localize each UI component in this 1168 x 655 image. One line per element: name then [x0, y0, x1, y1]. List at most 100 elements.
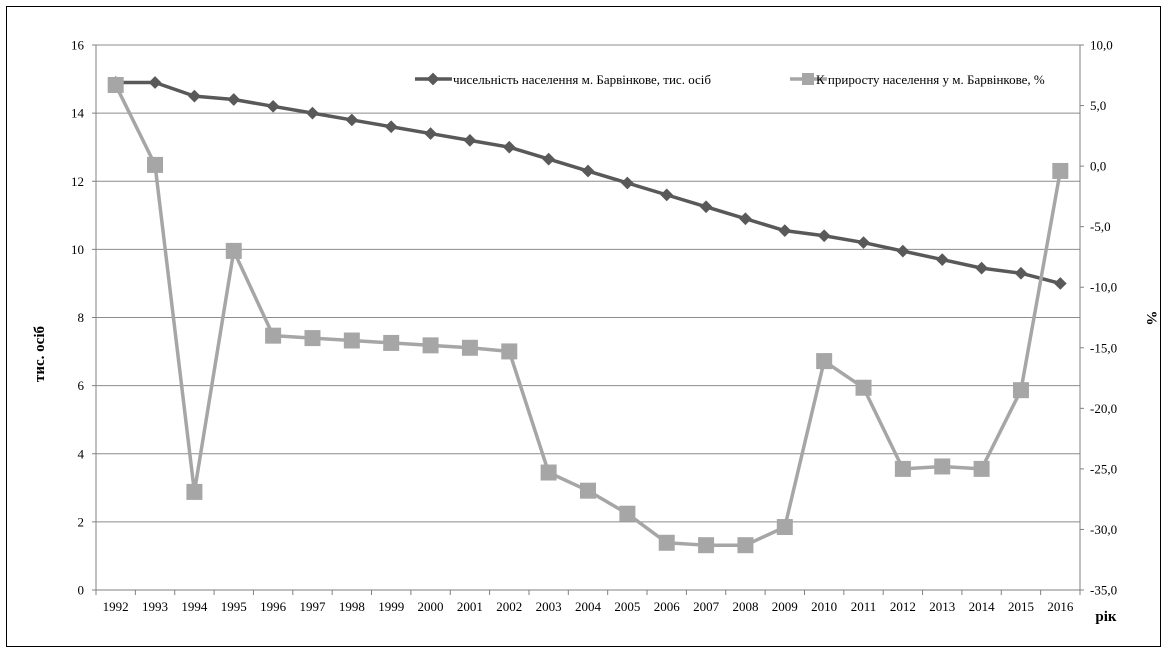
x-tick-label: 2004 — [575, 599, 602, 614]
y-left-tick-label: 14 — [71, 106, 85, 121]
y-right-tick-label: -25,0 — [1090, 461, 1117, 476]
data-point-population — [896, 244, 910, 258]
legend-swatch-growth-marker — [802, 73, 814, 85]
x-tick-label: 2014 — [969, 599, 996, 614]
y-right-tick-label: -35,0 — [1090, 583, 1117, 598]
data-point-population — [620, 176, 634, 190]
x-tick-label: 2007 — [693, 599, 720, 614]
data-point-growth — [737, 537, 754, 554]
data-point-growth — [343, 332, 360, 349]
x-tick-label: 2010 — [811, 599, 837, 614]
data-point-population — [975, 261, 988, 275]
data-point-growth — [698, 537, 715, 554]
x-tick-label: 1993 — [142, 599, 168, 614]
x-tick-label: 2003 — [536, 599, 562, 614]
axes: 0 2 4 6 8 10 12 14 16 -35,0 -30,0 -25,0 -20,0 -15,0 -1… — [71, 38, 1117, 615]
y-right-tick-label: -30,0 — [1090, 522, 1117, 537]
y-left-tick-label: 0 — [78, 583, 85, 598]
series-group — [107, 76, 1069, 554]
x-tick-label: 2008 — [732, 599, 758, 614]
data-point-population — [345, 113, 359, 127]
data-point-population — [1014, 266, 1028, 280]
y-left-tick-label: 2 — [78, 514, 85, 529]
x-tick-label: 1998 — [339, 599, 365, 614]
x-tick-label: 2011 — [851, 599, 877, 614]
data-point-growth — [658, 534, 675, 551]
legend: чисельність населення м. Барвінкове, тис… — [415, 72, 1045, 87]
y-right-tick-label: 5,0 — [1090, 98, 1106, 113]
x-axis-title: рік — [1095, 609, 1117, 625]
data-point-growth — [619, 505, 636, 522]
y-right-tick-label: -5,0 — [1090, 219, 1111, 234]
data-point-population — [581, 164, 595, 178]
y-left-tick-label: 6 — [78, 378, 85, 393]
series-line-growth — [114, 84, 1063, 547]
data-point-population — [699, 200, 713, 214]
data-point-growth — [580, 482, 596, 499]
data-point-growth — [855, 379, 872, 396]
chart-border — [6, 6, 1161, 647]
data-point-population — [1053, 277, 1067, 290]
data-point-population — [660, 188, 674, 202]
data-point-population — [857, 236, 870, 249]
y-left-tick-label: 10 — [71, 242, 84, 257]
y-left-axis-title: тис. осіб — [32, 326, 48, 382]
data-point-growth — [1012, 382, 1029, 399]
y-right-tick-label: -15,0 — [1090, 340, 1117, 355]
series-line-population — [115, 80, 1061, 286]
data-point-population — [306, 106, 319, 120]
y-right-axis-title: % — [1143, 311, 1159, 326]
x-tick-label: 1992 — [103, 599, 129, 614]
y-right-tick-label: -20,0 — [1090, 401, 1117, 416]
data-point-growth — [225, 242, 242, 259]
data-point-population — [266, 99, 280, 113]
x-tick-label: 2002 — [496, 599, 522, 614]
x-tick-label: 1996 — [260, 599, 287, 614]
data-point-population — [542, 152, 556, 166]
data-point-growth — [540, 464, 557, 481]
data-point-population — [502, 140, 516, 154]
legend-swatch-population-marker — [426, 72, 440, 86]
gridlines — [96, 44, 1080, 523]
data-point-growth — [501, 343, 518, 360]
data-point-growth — [894, 460, 911, 477]
data-point-population — [188, 89, 201, 103]
x-tick-label: 2005 — [614, 599, 640, 614]
y-right-tick-label: 0,0 — [1090, 159, 1106, 174]
data-point-population — [935, 253, 949, 266]
data-point-growth — [934, 458, 951, 475]
data-point-growth — [304, 330, 321, 347]
x-tick-label: 2000 — [418, 599, 444, 614]
y-right-tick-label: 10,0 — [1090, 38, 1113, 53]
y-left-tick-label: 12 — [71, 174, 84, 189]
data-point-population — [739, 212, 752, 226]
data-point-growth — [147, 156, 164, 173]
x-tick-label: 2001 — [457, 599, 483, 614]
data-point-growth — [776, 519, 793, 536]
x-tick-label: 1997 — [299, 599, 326, 614]
x-tick-label: 2015 — [1008, 599, 1034, 614]
x-tick-label: 2012 — [890, 599, 916, 614]
legend-label-population: чисельність населення м. Барвінкове, тис… — [453, 72, 711, 87]
data-point-population — [463, 134, 477, 147]
data-point-population — [817, 229, 831, 243]
data-point-growth — [383, 334, 400, 351]
x-tick-label: 2009 — [772, 599, 798, 614]
x-tick-label: 2016 — [1047, 599, 1074, 614]
x-tick-label: 1999 — [378, 599, 404, 614]
y-left-tick-label: 4 — [78, 446, 85, 461]
data-point-population — [778, 224, 792, 238]
x-tick-label: 1994 — [181, 599, 208, 614]
data-point-population — [424, 127, 437, 140]
y-left-tick-label: 8 — [78, 310, 85, 325]
data-point-growth — [461, 339, 478, 356]
data-point-growth — [1052, 162, 1069, 179]
data-point-population — [227, 93, 241, 106]
y-left-tick-label: 16 — [71, 38, 85, 53]
legend-label-growth: К приросту населення у м. Барвінкове, % — [816, 72, 1045, 87]
data-point-growth — [973, 460, 990, 477]
data-point-growth — [422, 337, 439, 354]
x-tick-label: 2006 — [654, 599, 681, 614]
